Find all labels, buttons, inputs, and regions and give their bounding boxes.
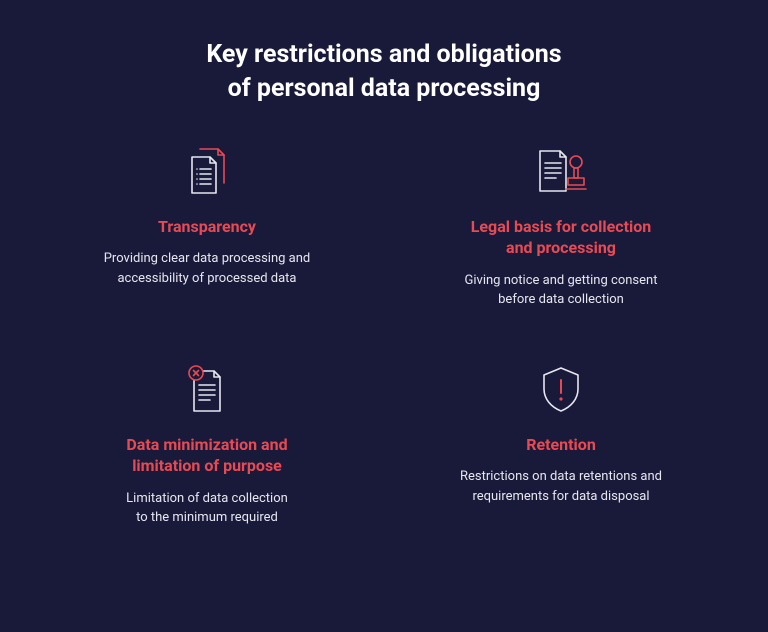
card-title: Retention — [526, 434, 596, 456]
card-title: Legal basis for collection and processin… — [471, 216, 651, 259]
card-description: Providing clear data processing and acce… — [104, 249, 311, 288]
document-stamp-icon — [532, 142, 590, 200]
title-line-1: Key restrictions and obligations — [206, 40, 561, 69]
card-legal-basis: Legal basis for collection and processin… — [394, 142, 728, 310]
card-title: Transparency — [158, 216, 256, 238]
card-desc-line-2: requirements for data disposal — [472, 489, 649, 504]
title-line-2: of personal data processing — [228, 74, 541, 103]
card-transparency: Transparency Providing clear data proces… — [40, 142, 374, 310]
card-desc-line-1: Restrictions on data retentions and — [460, 469, 662, 484]
card-title: Data minimization and limitation of purp… — [126, 434, 287, 477]
card-desc-line-2: to the minimum required — [136, 510, 278, 525]
card-title-line-1: Legal basis for collection — [471, 217, 651, 236]
card-title-line-2: and processing — [506, 238, 616, 257]
card-title-line-2: limitation of purpose — [132, 456, 282, 475]
shield-alert-icon — [532, 360, 590, 418]
card-title-line-1: Retention — [526, 435, 596, 454]
document-copy-icon — [178, 142, 236, 200]
card-desc-line-2: before data collection — [498, 292, 624, 307]
card-description: Limitation of data collection to the min… — [126, 489, 288, 528]
card-title-line-1: Transparency — [158, 217, 256, 236]
card-desc-line-2: accessibility of processed data — [117, 271, 296, 286]
card-retention: Retention Restrictions on data retention… — [394, 360, 728, 528]
card-desc-line-1: Providing clear data processing and — [104, 251, 311, 266]
cards-grid: Transparency Providing clear data proces… — [40, 142, 728, 528]
card-desc-line-1: Giving notice and getting consent — [465, 273, 658, 288]
card-description: Giving notice and getting consent before… — [465, 271, 658, 310]
card-data-minimization: Data minimization and limitation of purp… — [40, 360, 374, 528]
infographic-page: Key restrictions and obligations of pers… — [0, 0, 768, 632]
document-cancel-icon — [178, 360, 236, 418]
card-description: Restrictions on data retentions and requ… — [460, 467, 662, 506]
page-title: Key restrictions and obligations of pers… — [206, 38, 561, 106]
card-desc-line-1: Limitation of data collection — [126, 491, 288, 506]
card-title-line-1: Data minimization and — [126, 435, 287, 454]
